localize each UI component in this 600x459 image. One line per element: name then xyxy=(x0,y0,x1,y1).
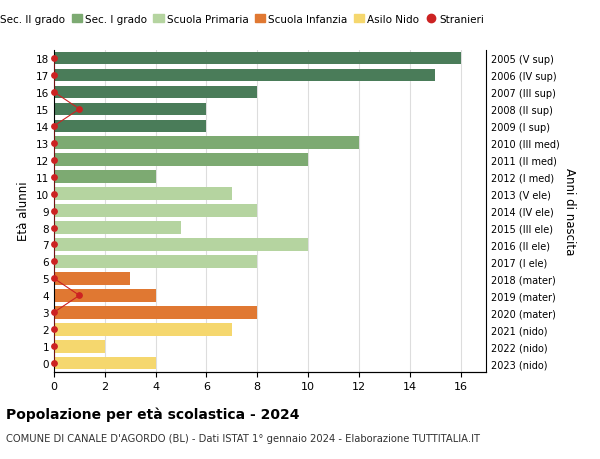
Point xyxy=(49,309,59,316)
Bar xyxy=(54,222,181,235)
Text: Popolazione per età scolastica - 2024: Popolazione per età scolastica - 2024 xyxy=(6,406,299,421)
Point xyxy=(49,224,59,232)
Bar xyxy=(54,289,155,302)
Point xyxy=(49,190,59,198)
Point xyxy=(49,157,59,164)
Point xyxy=(49,207,59,215)
Bar xyxy=(54,171,155,184)
Point xyxy=(74,106,84,113)
Point xyxy=(74,292,84,299)
Point xyxy=(49,275,59,282)
Bar xyxy=(54,205,257,218)
Bar xyxy=(54,86,257,99)
Bar xyxy=(54,154,308,167)
Bar xyxy=(54,69,435,82)
Point xyxy=(49,174,59,181)
Bar xyxy=(54,188,232,201)
Bar xyxy=(54,357,155,369)
Bar xyxy=(54,137,359,150)
Point xyxy=(49,241,59,249)
Bar xyxy=(54,53,461,65)
Bar xyxy=(54,323,232,336)
Bar xyxy=(54,306,257,319)
Legend: Sec. II grado, Sec. I grado, Scuola Primaria, Scuola Infanzia, Asilo Nido, Stran: Sec. II grado, Sec. I grado, Scuola Prim… xyxy=(0,11,488,29)
Point xyxy=(49,360,59,367)
Y-axis label: Età alunni: Età alunni xyxy=(17,181,31,241)
Point xyxy=(49,326,59,333)
Point xyxy=(49,258,59,266)
Y-axis label: Anni di nascita: Anni di nascita xyxy=(563,168,576,255)
Point xyxy=(49,55,59,62)
Bar xyxy=(54,239,308,251)
Bar xyxy=(54,103,206,116)
Point xyxy=(49,89,59,96)
Bar xyxy=(54,340,105,353)
Bar xyxy=(54,120,206,133)
Point xyxy=(49,72,59,79)
Point xyxy=(49,140,59,147)
Text: COMUNE DI CANALE D'AGORDO (BL) - Dati ISTAT 1° gennaio 2024 - Elaborazione TUTTI: COMUNE DI CANALE D'AGORDO (BL) - Dati IS… xyxy=(6,433,480,443)
Bar xyxy=(54,256,257,268)
Point xyxy=(49,343,59,350)
Bar xyxy=(54,273,130,285)
Point xyxy=(49,123,59,130)
